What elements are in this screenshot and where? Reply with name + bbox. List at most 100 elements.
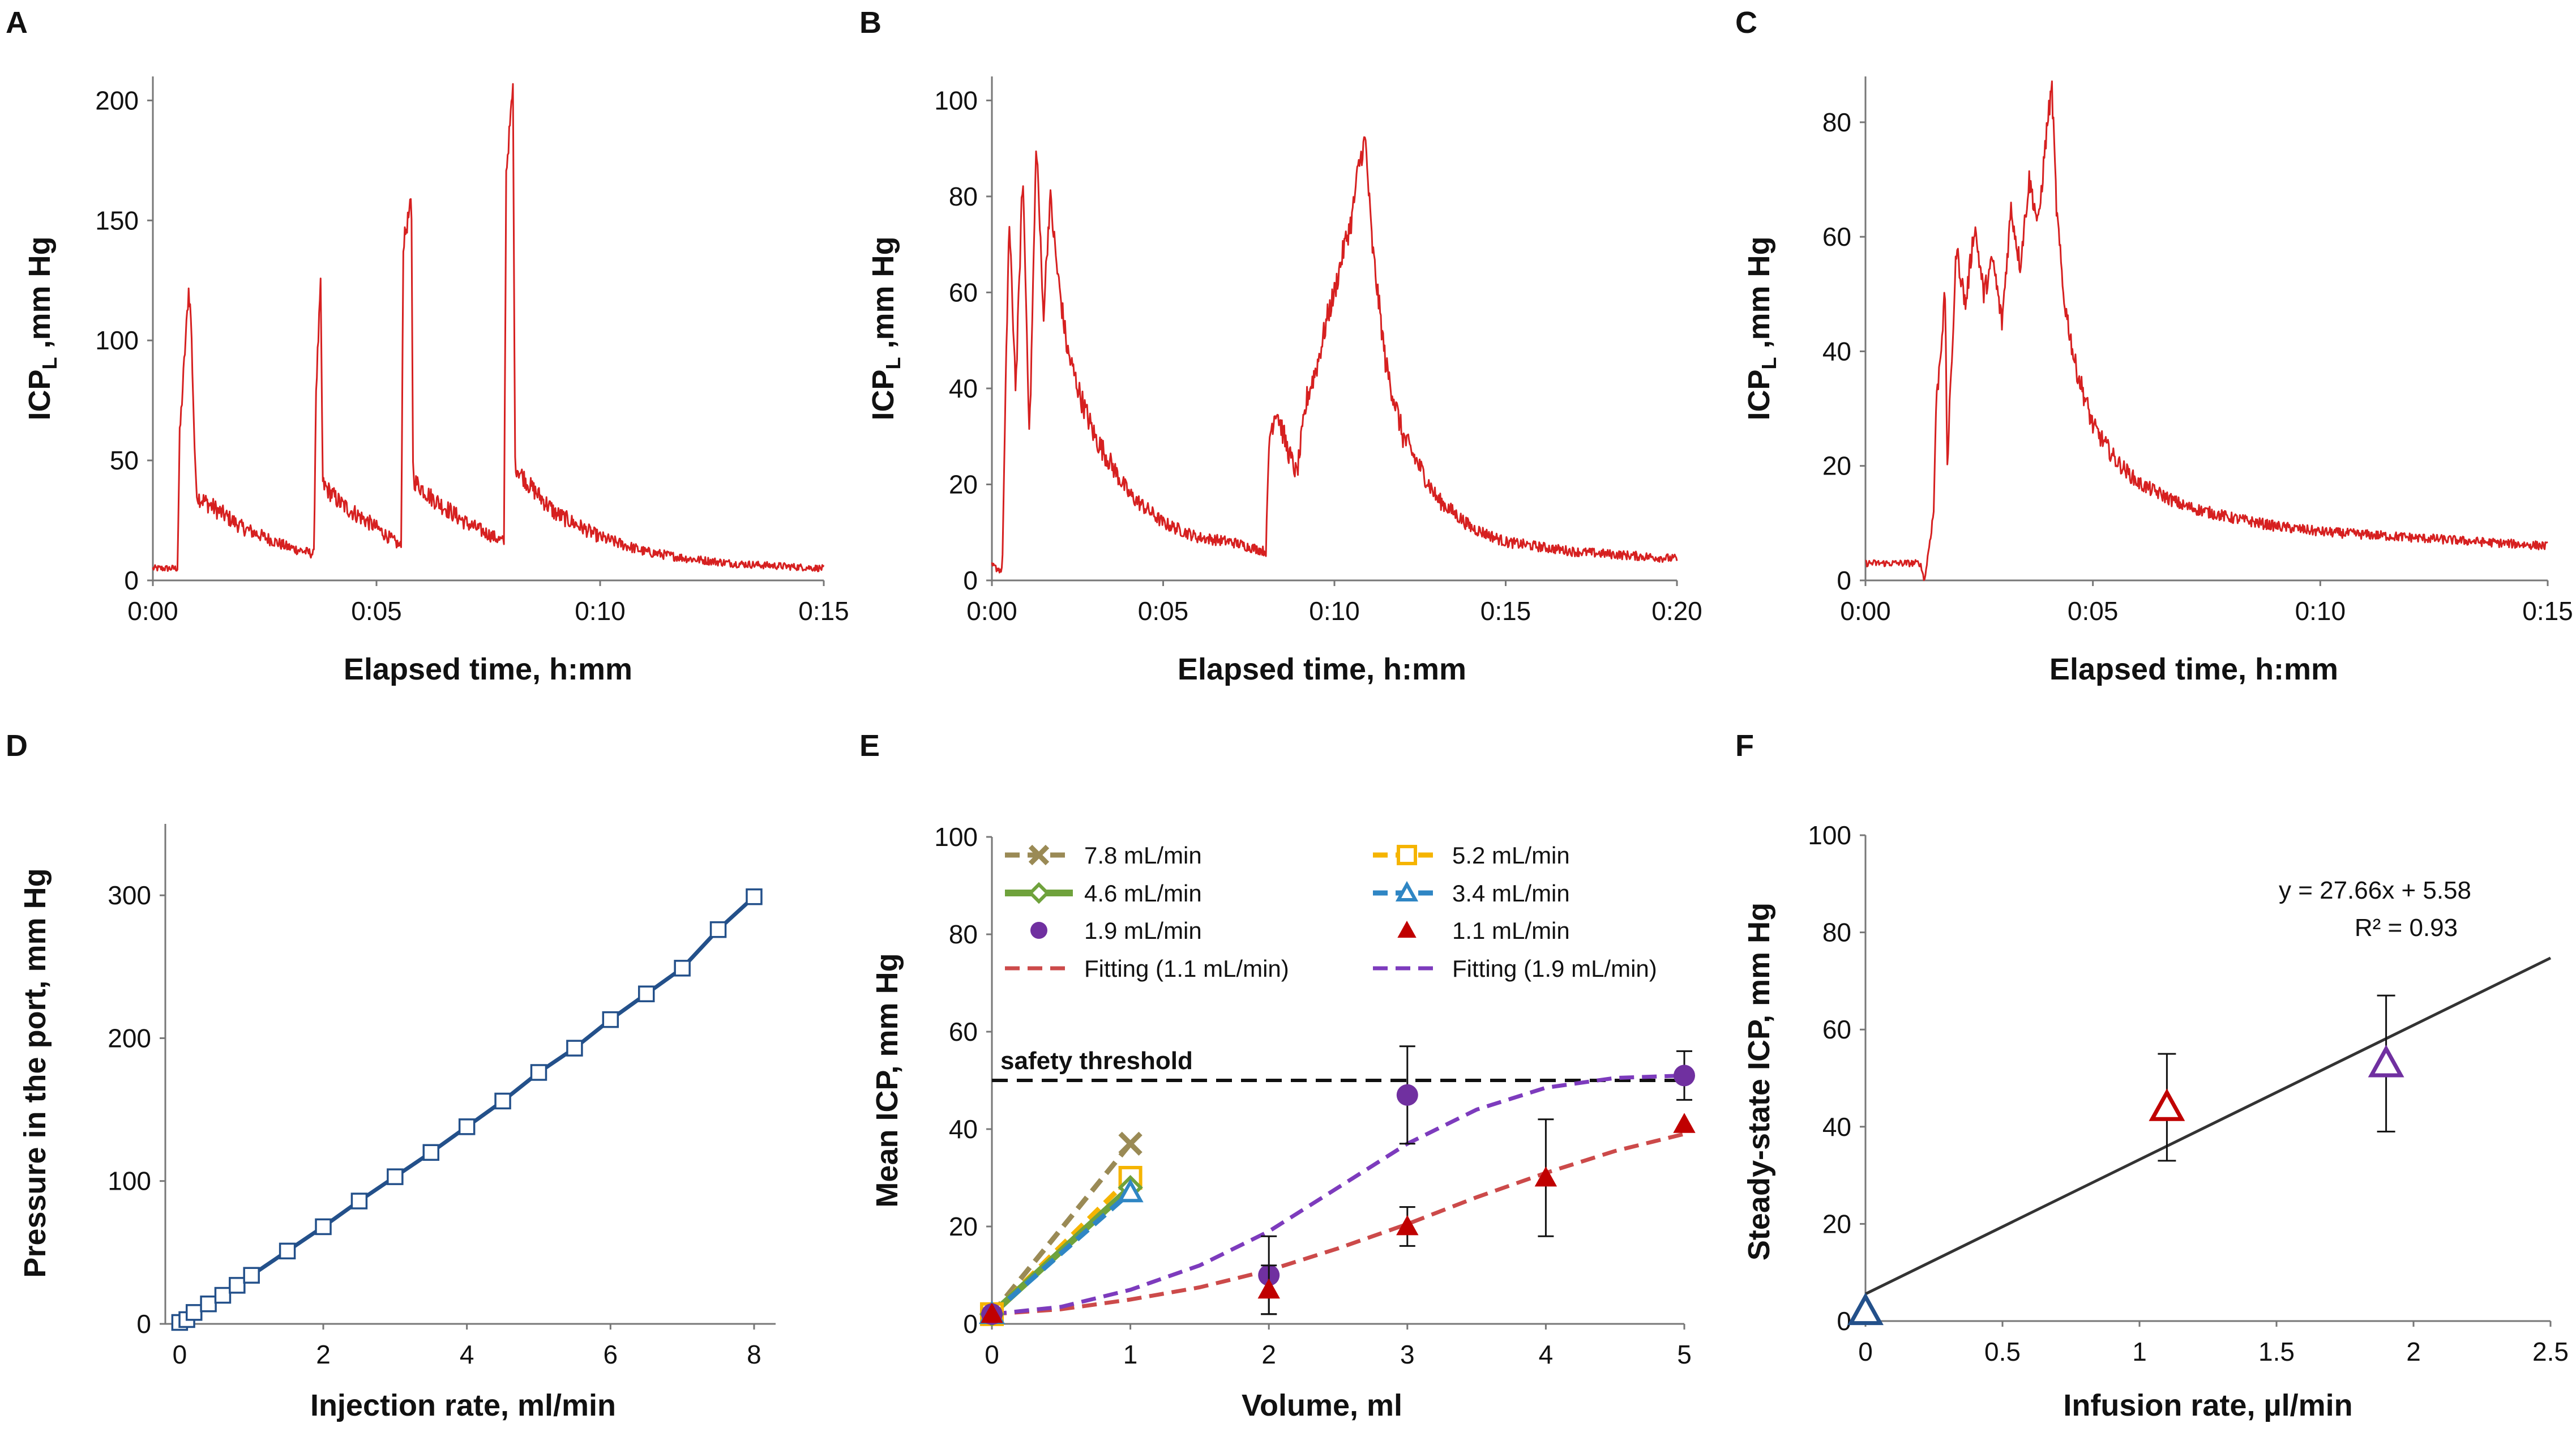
panel-e-data-point	[1674, 1065, 1695, 1087]
panel-e-legend-marker	[1028, 882, 1050, 904]
panel-b-icp-trace	[991, 136, 1678, 574]
panel-e-legend-label: 1.1 mL/min	[1452, 917, 1570, 944]
panel-e-legend-marker	[1028, 844, 1050, 866]
panel-e-y-ticks: 0 20 40 60 80 100	[934, 822, 992, 1339]
panel-b-y-tick-label: 60	[949, 277, 978, 307]
panel-d-data-point	[214, 1287, 232, 1304]
panel-e-x-ticks: 0 1 2 3 4 5	[985, 1324, 1692, 1369]
panel-c-y-tick-label: 20	[1822, 451, 1851, 481]
panel-f-y-tick-label: 100	[1808, 820, 1851, 850]
panel-d-x-tick-label: 2	[316, 1340, 331, 1369]
panel-d-data-point	[637, 985, 655, 1002]
panel-b-y-label-sub: L	[882, 357, 905, 370]
panel-e-legend-label: 4.6 mL/min	[1084, 880, 1202, 907]
panel-e-x-tick-label: 2	[1261, 1340, 1276, 1369]
panel-b-y-tick-label: 80	[949, 182, 978, 211]
panel-d-data-point	[315, 1218, 332, 1236]
panel-e-x-label: Volume, ml	[1242, 1388, 1402, 1422]
panel-f-regression-line	[1864, 956, 2552, 1296]
panel-e-legend-marker-stroke-b	[1028, 844, 1050, 866]
panel-f-y-label: Steady-state ICP, mm Hg	[1742, 903, 1776, 1260]
panel-a-y-label-sub: L	[38, 357, 61, 370]
panel-d-data-point	[200, 1295, 217, 1313]
panel-e-legend-label: 7.8 mL/min	[1084, 842, 1202, 869]
panel-e-x-tick-label: 5	[1677, 1340, 1692, 1369]
panel-a: A 0:00 0:05 0:10 0:15 0 50 100 150 200 Elapsed …	[6, 6, 849, 686]
panel-d-data-point	[566, 1040, 583, 1057]
panel-e-legend-marker	[1395, 881, 1419, 901]
panel-f-x-tick-label: 2.5	[2532, 1337, 2569, 1366]
panel-e-y-tick-label: 80	[949, 920, 978, 949]
panel-e-y-tick-label: 40	[949, 1114, 978, 1144]
panel-a-plot-area	[152, 83, 825, 572]
panel-c-y-label: ICPL ,mm Hg	[1742, 236, 1781, 420]
panel-e-legend-label: 1.9 mL/min	[1084, 917, 1202, 944]
panel-f-x-tick-label: 0	[1858, 1337, 1873, 1366]
panel-f-data-point	[1847, 1292, 1884, 1326]
panel-e-legend-marker	[1397, 920, 1417, 938]
panel-b-x-tick-label: 0:05	[1138, 596, 1189, 626]
panel-b-plot-area	[991, 136, 1678, 574]
panel-a-y-label-tail: ,mm Hg	[23, 236, 57, 357]
panel-e-data-point	[1534, 1166, 1557, 1187]
panel-a-y-label: ICPL ,mm Hg	[23, 236, 61, 420]
panel-c-x-label: Elapsed time, h:mm	[2049, 652, 2338, 686]
panel-c-y-label-main: ICP	[1742, 370, 1776, 421]
panel-d-y-tick-label: 200	[108, 1023, 151, 1053]
panel-c-x-ticks: 0:00 0:05 0:10 0:15	[1840, 580, 2573, 626]
panel-b-x-tick-label: 0:10	[1309, 596, 1360, 626]
panel-d-series-line	[179, 895, 756, 1324]
panel-a-icp-trace	[152, 83, 825, 572]
panel-e-plot-area: safety threshold	[978, 1045, 1696, 1327]
panel-b-x-ticks: 0:00 0:05 0:10 0:15 0:20	[966, 580, 1702, 626]
panel-c-x-tick-label: 0:15	[2522, 596, 2573, 626]
panel-e-x-tick-label: 1	[1123, 1340, 1138, 1369]
panel-d-data-point	[387, 1168, 404, 1185]
panel-e-data-point	[1673, 1113, 1696, 1133]
panel-e-data-point-stroke-b	[1118, 1131, 1142, 1156]
panel-e-series-line-0	[990, 1142, 1133, 1316]
panel-c-x-tick-label: 0:10	[2295, 596, 2346, 626]
panel-e-series-line-3	[990, 1190, 1132, 1317]
panel-d-data-point	[494, 1092, 511, 1110]
panel-e-data-point	[1117, 1178, 1144, 1203]
panel-b-y-label-tail: ,mm Hg	[866, 236, 900, 357]
panel-f: F 0 0.5 1 1.5 2 2.5 0 20 40 60 80 100 y = 27.66x +…	[1735, 729, 2569, 1422]
panel-e-legend-label: Fitting (1.1 mL/min)	[1084, 955, 1289, 982]
panel-d-data-point	[243, 1267, 260, 1284]
panel-d-data-point	[602, 1011, 619, 1028]
panel-f-y-tick-label: 20	[1822, 1209, 1851, 1238]
panel-f-data-point	[2149, 1088, 2185, 1121]
panel-f-letter: F	[1735, 729, 1754, 763]
panel-d: D 0 2 4 6 8 0 100 200 300 Injection rate, ml/mi…	[6, 729, 776, 1422]
panel-e-x-tick-label: 3	[1400, 1340, 1415, 1369]
panel-a-letter: A	[6, 6, 28, 40]
panel-f-r-squared: R² = 0.93	[2355, 914, 2458, 942]
panel-e-x-tick-label: 4	[1539, 1340, 1554, 1369]
panel-c-letter: C	[1735, 6, 1757, 40]
panel-f-x-tick-label: 1	[2132, 1337, 2147, 1366]
panel-d-data-point	[530, 1064, 547, 1081]
panel-a-y-tick-label: 100	[95, 326, 139, 355]
panel-a-x-label: Elapsed time, h:mm	[344, 652, 632, 686]
panel-a-y-label-main: ICP	[23, 370, 57, 421]
panel-f-x-tick-label: 1.5	[2258, 1337, 2295, 1366]
panel-a-y-tick-label: 50	[110, 446, 139, 475]
panel-b-y-tick-label: 0	[963, 566, 978, 595]
panel-d-data-point	[279, 1242, 296, 1260]
panel-d-data-point	[422, 1144, 439, 1161]
panel-e-y-tick-label: 60	[949, 1017, 978, 1046]
panel-c-y-tick-label: 60	[1822, 222, 1851, 251]
panel-e-legend-marker	[1030, 922, 1047, 939]
panel-a-x-tick-label: 0:10	[575, 596, 626, 626]
panel-d-data-point	[674, 960, 691, 977]
panel-e-safety-threshold-label: safety threshold	[1000, 1047, 1193, 1075]
panel-f-equation: y = 27.66x + 5.58	[2279, 877, 2471, 904]
panel-c-x-tick-label: 0:00	[1840, 596, 1891, 626]
panel-b-y-tick-label: 40	[949, 374, 978, 403]
panel-f-plot-area	[1847, 956, 2552, 1326]
panel-f-x-label: Infusion rate, µl/min	[2063, 1388, 2352, 1422]
panel-d-x-tick-label: 0	[173, 1340, 187, 1369]
panel-a-x-tick-label: 0:05	[351, 596, 402, 626]
panel-c-y-label-tail: ,mm Hg	[1742, 236, 1776, 357]
